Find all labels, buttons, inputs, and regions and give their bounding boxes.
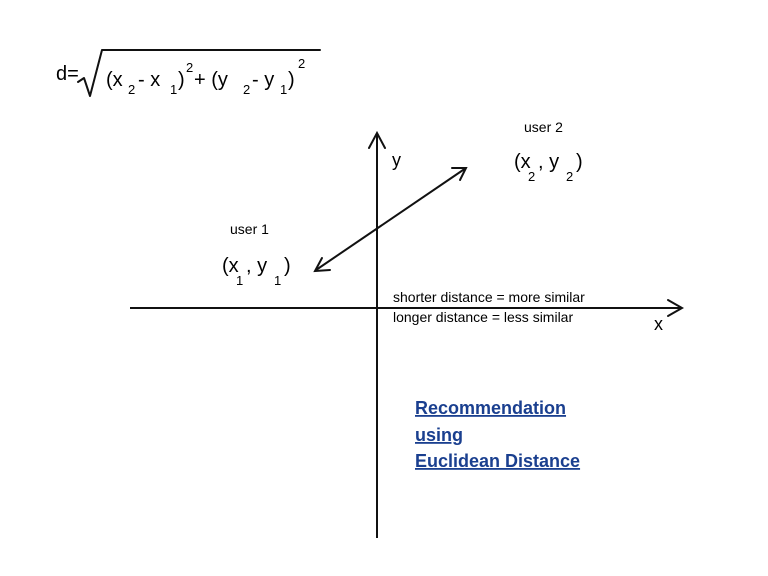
square-root-sign [77,49,321,97]
note-shorter: shorter distance = more similar [393,289,585,305]
distance-arrow [313,167,468,273]
formula-open1: (x [106,69,123,91]
coordinate-axes: x y [130,130,685,538]
title-link-line2[interactable]: using [415,425,463,445]
similarity-notes: shorter distance = more similar longer d… [393,289,585,325]
user2-sub-y: 2 [566,169,573,184]
title-link-line1[interactable]: Recommendation [415,398,566,418]
user1-sub-y: 1 [274,273,281,288]
user2-open: (x [514,151,531,173]
x-axis-label: x [654,314,663,334]
formula-close1: ) [178,69,185,91]
user1-open: (x [222,255,239,277]
distance-arrowhead-end [451,167,468,181]
formula-plus: + (y [194,69,228,91]
formula-sub4: 1 [280,82,287,97]
user2-close: ) [576,151,583,173]
user2-label: user 2 [524,119,563,135]
formula-sup1: 2 [186,60,193,75]
formula-lhs: d= [56,63,79,85]
user1-label: user 1 [230,221,269,237]
formula-sup2: 2 [298,56,305,71]
user2-point: user 2 (x 2 , y 2 ) [514,119,583,184]
distance-arrowhead-start [313,257,331,273]
distance-formula: d= (x 2 - x 1 ) 2 + (y 2 - y 1 ) 2 [56,49,321,97]
distance-line [315,167,467,271]
note-longer: longer distance = less similar [393,309,573,325]
title-link-line3[interactable]: Euclidean Distance [415,451,580,471]
formula-close2: ) [288,69,295,91]
user1-close: ) [284,255,291,277]
user1-point: user 1 (x 1 , y 1 ) [222,221,291,288]
title-link[interactable]: Recommendation using Euclidean Distance [415,398,580,471]
formula-sub2: 1 [170,82,177,97]
user2-sub-x: 2 [528,169,535,184]
y-axis-arrowhead [368,130,386,149]
y-axis-label: y [392,150,401,170]
formula-sub3: 2 [243,82,250,97]
formula-minus2: - y [252,69,274,91]
formula-minus1: - x [138,69,160,91]
x-axis-arrowhead [667,299,685,317]
formula-sub1: 2 [128,82,135,97]
user1-comma: , y [246,255,267,277]
user1-sub-x: 1 [236,273,243,288]
user2-comma: , y [538,151,559,173]
